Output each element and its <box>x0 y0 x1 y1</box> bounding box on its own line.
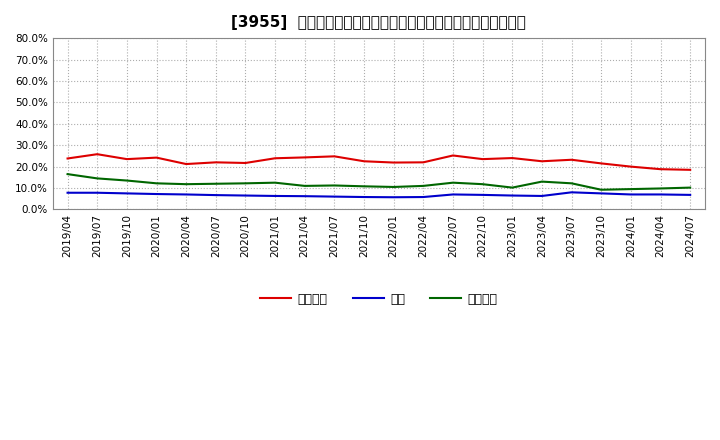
買入債務 <box>626 187 635 192</box>
在庫 <box>686 192 695 198</box>
買入債務 <box>478 182 487 187</box>
在庫 <box>300 194 309 199</box>
買入債務 <box>360 183 369 189</box>
在庫 <box>63 190 72 195</box>
買入債務 <box>330 183 338 188</box>
売上債権 <box>626 164 635 169</box>
売上債権 <box>152 155 161 160</box>
在庫 <box>212 192 220 198</box>
売上債権 <box>182 161 191 167</box>
買入債務 <box>271 180 279 185</box>
在庫 <box>330 194 338 199</box>
在庫 <box>360 194 369 200</box>
在庫 <box>93 190 102 195</box>
買入債務 <box>241 181 250 186</box>
売上債権 <box>241 160 250 165</box>
在庫 <box>597 191 606 196</box>
在庫 <box>390 194 398 200</box>
買入債務 <box>152 181 161 186</box>
売上債権 <box>419 160 428 165</box>
買入債務 <box>419 183 428 188</box>
売上債権 <box>508 155 517 161</box>
在庫 <box>152 191 161 197</box>
売上債権 <box>63 156 72 161</box>
在庫 <box>271 193 279 198</box>
売上債権 <box>93 151 102 157</box>
在庫 <box>182 192 191 197</box>
買入債務 <box>93 176 102 181</box>
在庫 <box>626 192 635 197</box>
売上債権 <box>478 157 487 162</box>
売上債権 <box>567 157 576 162</box>
買入債務 <box>300 183 309 188</box>
売上債権 <box>597 161 606 166</box>
在庫 <box>567 190 576 195</box>
在庫 <box>122 191 131 196</box>
Legend: 売上債権, 在庫, 買入債務: 売上債権, 在庫, 買入債務 <box>255 288 503 311</box>
売上債権 <box>538 159 546 164</box>
Line: 買入債務: 買入債務 <box>68 174 690 190</box>
売上債権 <box>390 160 398 165</box>
Line: 在庫: 在庫 <box>68 192 690 197</box>
買入債務 <box>390 184 398 190</box>
買入債務 <box>63 172 72 177</box>
買入債務 <box>567 181 576 186</box>
買入債務 <box>538 179 546 184</box>
買入債務 <box>656 186 665 191</box>
買入債務 <box>508 185 517 190</box>
在庫 <box>538 193 546 198</box>
売上債権 <box>330 154 338 159</box>
買入債務 <box>449 180 457 185</box>
在庫 <box>478 192 487 198</box>
買入債務 <box>597 187 606 192</box>
買入債務 <box>122 178 131 183</box>
在庫 <box>656 192 665 197</box>
売上債権 <box>360 159 369 164</box>
売上債権 <box>300 155 309 160</box>
売上債権 <box>271 156 279 161</box>
売上債権 <box>656 167 665 172</box>
売上債権 <box>122 157 131 162</box>
買入債務 <box>686 185 695 190</box>
売上債権 <box>212 160 220 165</box>
売上債権 <box>449 153 457 158</box>
Title: [3955]  売上債権、在庫、買入債務の総資産に対する比率の推移: [3955] 売上債権、在庫、買入債務の総資産に対する比率の推移 <box>231 15 526 30</box>
在庫 <box>241 193 250 198</box>
在庫 <box>508 193 517 198</box>
在庫 <box>449 192 457 197</box>
買入債務 <box>212 181 220 187</box>
Line: 売上債権: 売上債権 <box>68 154 690 170</box>
売上債権 <box>686 167 695 172</box>
買入債務 <box>182 182 191 187</box>
在庫 <box>419 194 428 200</box>
